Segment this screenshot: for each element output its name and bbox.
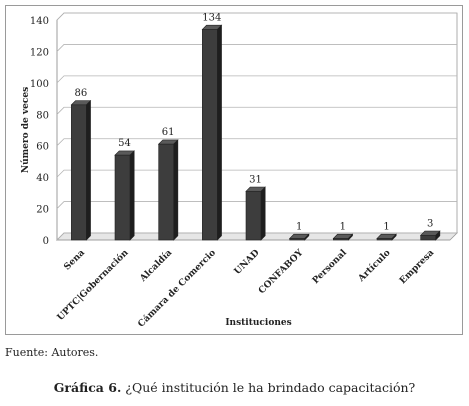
- x-tick-label: Empresa: [398, 248, 436, 286]
- x-tick-label: Cámara de Comercio: [136, 247, 218, 329]
- bar: [420, 234, 436, 241]
- data-label: 86: [74, 88, 87, 99]
- gridline: [56, 138, 457, 146]
- caption-text: ¿Qué institución le ha brindado capacita…: [121, 380, 416, 395]
- bar-side: [173, 139, 179, 241]
- bar: [158, 143, 174, 241]
- source-label: Fuente:: [5, 346, 48, 359]
- y-tick-label: 100: [30, 79, 49, 90]
- y-tick-label: 60: [36, 142, 49, 153]
- y-tick-label: 140: [30, 16, 49, 27]
- data-label: 61: [162, 127, 175, 138]
- x-tick-label: UPTC|Gobernación: [55, 247, 131, 323]
- bar-side: [86, 99, 91, 241]
- x-tick-label: Alcaldía: [137, 247, 174, 284]
- bar: [376, 238, 393, 241]
- y-tick-label: 20: [36, 205, 49, 216]
- y-axis-title: Número de veces: [20, 87, 31, 173]
- bar: [202, 29, 218, 241]
- chart-frame: 0 20 40 60 80 100 120 140 86 Sena 54 UPTC|Gobernaci…: [5, 5, 463, 335]
- data-label: 31: [249, 174, 262, 185]
- figure-caption: Gráfica 6. ¿Qué institución le ha brinda…: [0, 380, 469, 395]
- x-tick-label: Personal: [311, 248, 349, 286]
- gridline: [56, 201, 457, 209]
- bar-side: [217, 24, 222, 241]
- data-label: 3: [427, 218, 433, 229]
- source-text: Autores.: [47, 346, 99, 359]
- bar-side: [129, 150, 135, 241]
- bar: [114, 154, 131, 241]
- bar: [71, 104, 87, 241]
- y-tick-label: 0: [43, 236, 49, 247]
- y-tick-label: 120: [30, 47, 49, 58]
- gridline: [56, 12, 457, 21]
- y-tick-label: 40: [36, 173, 49, 184]
- gridline: [56, 106, 457, 115]
- data-label: 1: [340, 221, 346, 232]
- gridline: [56, 44, 457, 52]
- x-tick-label: UNAD: [233, 248, 262, 277]
- data-label: 1: [296, 221, 302, 232]
- data-label: 1: [383, 221, 389, 232]
- bar: [245, 190, 262, 241]
- data-label: 134: [202, 12, 221, 23]
- x-tick-label: Sena: [62, 248, 87, 273]
- gridline: [56, 232, 457, 241]
- bar: [289, 238, 305, 241]
- gridline: [56, 169, 457, 178]
- x-axis-title: Instituciones: [225, 318, 291, 328]
- source-note: Fuente: Autores.: [5, 346, 98, 359]
- data-label: 54: [118, 138, 131, 149]
- x-tick-label: Artículo: [355, 247, 392, 284]
- y-tick-label: 80: [36, 110, 49, 121]
- gridline: [56, 75, 457, 84]
- bar: [333, 238, 349, 241]
- caption-label: Gráfica 6.: [53, 380, 122, 395]
- bar-chart: 0 20 40 60 80 100 120 140 86 Sena 54 UPTC|Gobernaci…: [20, 12, 458, 330]
- bar-side: [260, 186, 266, 241]
- x-tick-label: CONFABOY: [257, 248, 306, 297]
